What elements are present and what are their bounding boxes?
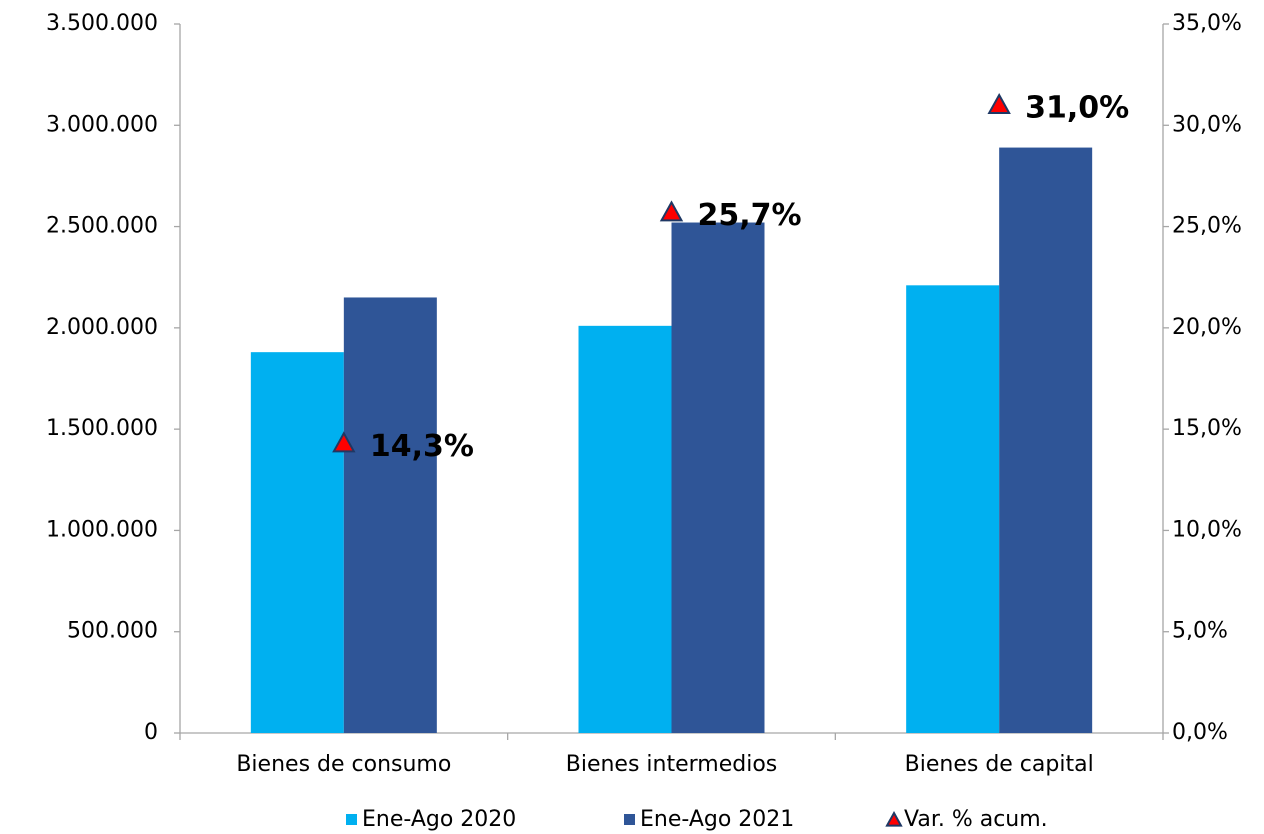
- bar: [344, 297, 437, 733]
- y2-tick-label: 20,0%: [1172, 315, 1242, 340]
- y2-tick-label: 0,0%: [1172, 720, 1228, 745]
- legend-swatch: [624, 814, 635, 825]
- y-tick-label: 2.000.000: [46, 315, 158, 340]
- legend-label: Ene-Ago 2020: [362, 807, 516, 832]
- bar: [672, 223, 765, 733]
- chart: 0 500.000 1.000.000 1.500.000 2.000.000 2.500…: [0, 0, 1264, 834]
- y-tick-label: 3.500.000: [46, 11, 158, 36]
- y-tick-label: 1.500.000: [46, 416, 158, 441]
- data-label: 25,7%: [698, 198, 802, 233]
- legend-swatch: [887, 813, 901, 826]
- bar: [906, 285, 999, 733]
- y-tick-label: 0: [144, 720, 158, 745]
- y-tick-label: 500.000: [67, 619, 158, 644]
- x-tick-label: Bienes de capital: [905, 752, 1094, 777]
- data-label: 14,3%: [370, 429, 474, 464]
- y2-tick-label: 35,0%: [1172, 11, 1242, 36]
- legend-label: Var. % acum.: [904, 807, 1048, 832]
- marker: [989, 95, 1009, 113]
- y-tick-label: 2.500.000: [46, 214, 158, 239]
- y-tick-label: 3.000.000: [46, 112, 158, 137]
- y2-tick-label: 30,0%: [1172, 112, 1242, 137]
- bar: [999, 148, 1092, 733]
- legend-label: Ene-Ago 2021: [640, 807, 794, 832]
- y-tick-label: 1.000.000: [46, 517, 158, 542]
- legend-swatch: [346, 814, 357, 825]
- bar: [251, 352, 344, 733]
- x-tick-label: Bienes de consumo: [236, 752, 451, 777]
- y2-tick-label: 15,0%: [1172, 416, 1242, 441]
- data-label: 31,0%: [1025, 91, 1129, 126]
- marker: [662, 202, 682, 220]
- bar: [579, 326, 672, 733]
- y2-tick-label: 5,0%: [1172, 619, 1228, 644]
- y2-tick-label: 25,0%: [1172, 214, 1242, 239]
- y2-tick-label: 10,0%: [1172, 517, 1242, 542]
- x-tick-label: Bienes intermedios: [566, 752, 778, 777]
